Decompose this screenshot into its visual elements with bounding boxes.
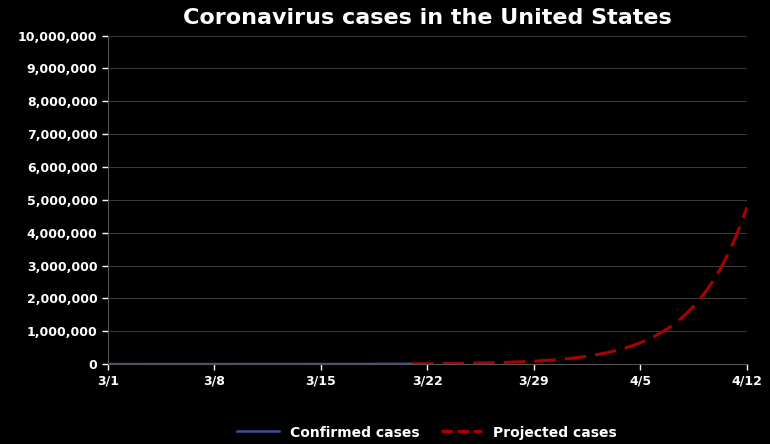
Confirmed cases — [381, 361, 390, 367]
Projected cases — [735, 226, 744, 232]
Projected cases — [567, 356, 576, 361]
Confirmed cases — [184, 361, 193, 367]
Title: Coronavirus cases in the United States: Coronavirus cases in the United States — [183, 8, 671, 28]
Projected cases — [588, 353, 598, 358]
Projected cases — [742, 205, 752, 210]
Confirmed cases — [122, 361, 131, 367]
Line: Projected cases: Projected cases — [412, 207, 747, 364]
Projected cases — [568, 355, 578, 361]
Projected cases — [682, 311, 691, 316]
Confirmed cases — [407, 361, 417, 366]
Legend: Confirmed cases, Projected cases: Confirmed cases, Projected cases — [232, 420, 623, 444]
Confirmed cases — [159, 361, 169, 367]
Confirmed cases — [392, 361, 401, 367]
Projected cases — [407, 361, 417, 366]
Confirmed cases — [103, 361, 112, 367]
Projected cases — [607, 349, 616, 354]
Confirmed cases — [116, 361, 125, 367]
